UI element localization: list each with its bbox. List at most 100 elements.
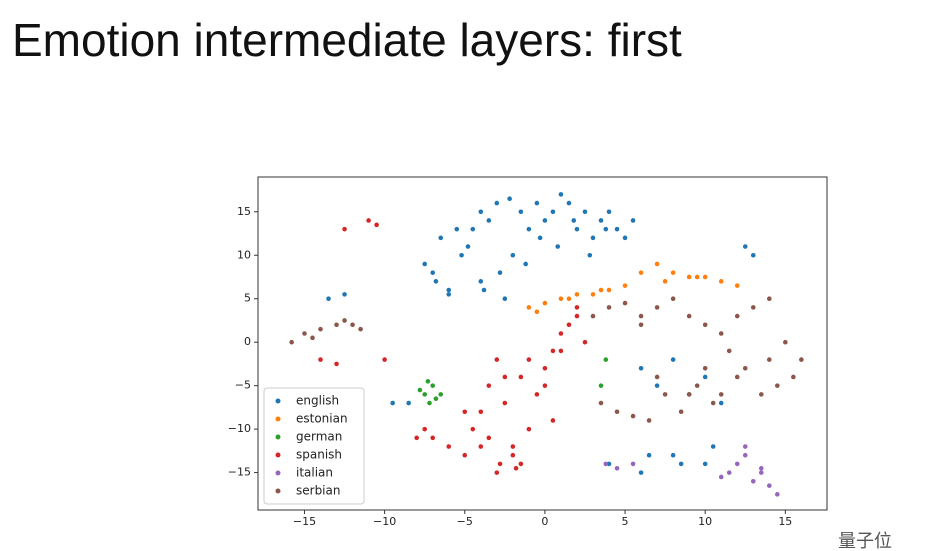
point	[486, 435, 492, 441]
point	[654, 261, 660, 267]
point	[590, 292, 596, 297]
point	[550, 209, 556, 215]
point	[542, 383, 548, 388]
point	[603, 357, 609, 362]
point	[574, 292, 580, 297]
point	[465, 244, 471, 249]
x-tick-label: −5	[457, 515, 473, 528]
point	[366, 218, 371, 223]
point	[702, 365, 708, 371]
legend-label: serbian	[296, 484, 340, 498]
legend-marker	[275, 452, 281, 458]
point	[742, 244, 748, 249]
point	[566, 296, 572, 302]
point	[433, 396, 439, 402]
point	[558, 192, 564, 197]
point	[574, 226, 580, 232]
point	[718, 400, 724, 406]
point	[358, 326, 363, 332]
point	[382, 357, 387, 362]
point	[750, 479, 756, 484]
point	[438, 392, 444, 397]
point	[590, 313, 596, 319]
point	[646, 452, 652, 458]
point	[446, 444, 452, 449]
point	[630, 461, 636, 467]
point	[638, 270, 644, 275]
point	[630, 218, 636, 223]
point	[603, 226, 609, 232]
point	[390, 400, 395, 406]
point	[775, 492, 780, 497]
point	[571, 218, 577, 223]
point	[662, 279, 668, 284]
point	[433, 279, 439, 284]
point	[526, 426, 532, 432]
point	[518, 374, 524, 380]
point	[686, 274, 692, 280]
point	[750, 305, 756, 310]
point	[481, 287, 487, 293]
x-tick-label: 15	[778, 515, 792, 528]
point	[783, 339, 788, 345]
point	[470, 226, 476, 232]
point	[654, 374, 660, 380]
point	[726, 348, 732, 354]
plot-frame	[257, 176, 828, 511]
point	[702, 322, 708, 328]
point	[590, 235, 596, 241]
point	[497, 461, 503, 467]
point	[766, 483, 772, 488]
point	[414, 435, 419, 441]
legend-label: spanish	[296, 448, 342, 462]
point	[678, 461, 684, 467]
point	[422, 426, 427, 432]
point	[510, 252, 516, 258]
point	[587, 252, 593, 258]
point	[734, 313, 740, 319]
point	[686, 392, 692, 397]
point	[334, 322, 339, 328]
point	[758, 392, 764, 397]
point	[582, 339, 588, 345]
point	[702, 461, 708, 467]
point	[555, 244, 561, 249]
point	[430, 383, 436, 388]
point	[374, 222, 379, 228]
point	[478, 409, 484, 415]
point	[670, 296, 676, 302]
point	[614, 226, 620, 232]
point	[470, 426, 476, 432]
point	[534, 309, 540, 315]
point	[750, 252, 756, 258]
point	[702, 274, 708, 280]
point	[302, 331, 307, 336]
point	[791, 374, 796, 380]
point	[775, 383, 780, 388]
legend-box	[263, 387, 365, 505]
point	[638, 322, 644, 328]
point	[718, 474, 724, 480]
point	[478, 209, 484, 215]
point	[350, 322, 355, 328]
point	[502, 400, 508, 406]
point	[334, 361, 339, 367]
slide-title: Emotion intermediate layers: first	[12, 14, 682, 66]
point	[694, 274, 700, 280]
point	[598, 400, 604, 406]
point	[318, 357, 323, 362]
point	[318, 326, 323, 332]
point	[702, 374, 708, 380]
point	[606, 287, 612, 293]
y-tick-label: −10	[228, 422, 251, 435]
point	[606, 305, 612, 310]
point	[694, 383, 700, 388]
point	[526, 305, 532, 310]
point	[446, 292, 452, 297]
point	[523, 261, 528, 267]
point	[438, 235, 444, 241]
point	[598, 218, 604, 223]
y-tick-label: 5	[244, 292, 251, 305]
legend-marker	[275, 434, 281, 440]
